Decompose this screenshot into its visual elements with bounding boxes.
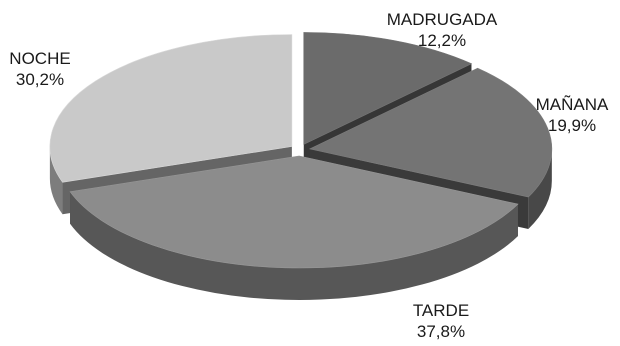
slice-label-manana: MAÑANA [536, 95, 609, 114]
slice-top-manana [308, 67, 553, 198]
slice-label-noche: NOCHE [9, 49, 70, 68]
slice-value-madrugada: 12,2% [418, 31, 466, 50]
slice-value-tarde: 37,8% [417, 322, 465, 341]
slice-side-noche-0 [49, 146, 63, 215]
slice-top-madrugada [303, 32, 473, 145]
slice-value-manana: 19,9% [548, 116, 596, 135]
slice-side-manana-0 [528, 148, 552, 230]
slice-top-noche [49, 34, 293, 183]
slice-value-noche: 30,2% [16, 70, 64, 89]
slice-label-madrugada: MADRUGADA [387, 10, 498, 29]
pie-slices [49, 32, 553, 300]
pie-labels: MADRUGADA 12,2% MAÑANA 19,9% TARDE 37,8%… [9, 10, 609, 341]
slice-side-tarde-0 [70, 191, 518, 300]
slice-top-tarde [69, 155, 519, 269]
pie-slice-tarde [69, 155, 519, 300]
slice-label-tarde: TARDE [413, 301, 469, 320]
